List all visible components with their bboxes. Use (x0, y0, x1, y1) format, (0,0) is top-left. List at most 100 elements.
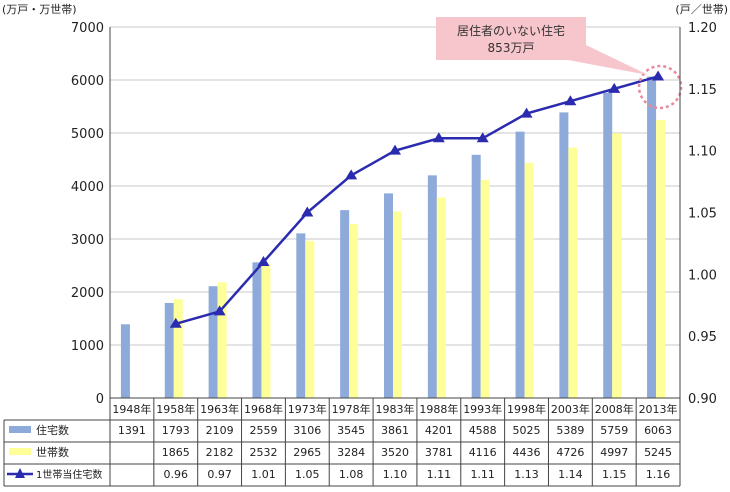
callout-text-line2: 853万戸 (488, 41, 535, 55)
left-axis-tick-label: 2000 (71, 286, 104, 301)
bar-housing (647, 76, 657, 398)
line-series (169, 70, 665, 328)
left-axis-tick-label: 0 (96, 392, 104, 407)
bar-housing (296, 233, 306, 398)
line-ratio-marker (345, 169, 358, 180)
data-label: 1793 (162, 424, 190, 437)
x-category-label: 2003年 (551, 402, 590, 416)
data-label: 4588 (469, 424, 497, 437)
right-axis-tick-label: 1.10 (688, 145, 717, 160)
legend-marker (15, 468, 25, 478)
data-label: 2559 (249, 424, 277, 437)
data-label: 1.05 (295, 468, 320, 481)
bar-households (261, 263, 271, 398)
data-label: 2532 (249, 446, 277, 459)
legend-label: 世帯数 (36, 446, 69, 459)
callout: 居住者のいない住宅 853万戸 (436, 17, 683, 110)
x-category-label: 1998年 (507, 402, 546, 416)
left-axis-tick-label: 4000 (71, 180, 104, 195)
x-category-label: 1978年 (332, 402, 371, 416)
callout-box (436, 17, 649, 75)
line-ratio (175, 75, 659, 326)
bar-housing (603, 92, 613, 398)
bar-households (393, 211, 402, 398)
left-axis-tick-label: 7000 (71, 21, 104, 36)
data-label: 1391 (118, 424, 146, 437)
data-label: 6063 (644, 424, 672, 437)
data-label: 1.10 (383, 468, 408, 481)
bar-households (349, 223, 359, 398)
data-label: 0.97 (207, 468, 232, 481)
data-label: 1.11 (470, 468, 495, 481)
bar-housing (252, 262, 262, 398)
bar-housing (515, 131, 525, 399)
x-category-label: 1963年 (200, 402, 239, 416)
line-ratio-marker (520, 107, 533, 118)
data-label: 3861 (381, 424, 409, 437)
right-axis-unit-label: (戸／世帯) (675, 3, 728, 16)
bar-housing (208, 286, 218, 398)
x-category-label: 1993年 (463, 402, 502, 416)
line-ratio-marker (652, 70, 665, 81)
data-label: 5025 (513, 424, 541, 437)
data-label: 3520 (381, 446, 409, 459)
bar-housing (164, 302, 174, 398)
data-label: 4116 (469, 446, 497, 459)
legend-label: 1世帯当住宅数 (36, 468, 102, 481)
data-label: 3284 (337, 446, 365, 459)
data-label: 5245 (644, 446, 672, 459)
bar-households (612, 133, 622, 398)
data-label: 4201 (425, 424, 453, 437)
data-label: 4436 (513, 446, 541, 459)
line-ratio-marker (301, 206, 314, 217)
data-label: 1.15 (602, 468, 627, 481)
line-ratio-marker (389, 144, 401, 155)
bar-housing (384, 193, 393, 398)
data-label: 0.96 (164, 468, 189, 481)
right-axis-tick-label: 1.00 (688, 268, 717, 283)
data-table: 1948年 1958年 1963年 1968年 1973年 1978年 1983年 1988年… (3, 398, 681, 487)
bar-households (436, 197, 446, 398)
data-label: 5389 (556, 424, 584, 437)
bar-households (524, 162, 534, 398)
right-axis-tick-label: 1.05 (688, 207, 717, 222)
bar-housing (340, 210, 350, 398)
data-label: 1.16 (646, 468, 671, 481)
data-label: 1.01 (251, 468, 276, 481)
x-category-label: 1948年 (112, 402, 151, 416)
line-ratio-marker (257, 255, 270, 266)
x-category-label: 1983年 (376, 402, 415, 416)
right-axis-tick-label: 0.90 (688, 392, 717, 407)
bar-households (656, 120, 666, 398)
data-label: 1.13 (514, 468, 539, 481)
x-category-label: 2013年 (639, 402, 678, 416)
left-axis-unit-label: (万戸・万世帯) (2, 3, 77, 16)
data-label: 4997 (600, 446, 628, 459)
data-label: 1.11 (427, 468, 452, 481)
left-axis-tick-label: 1000 (71, 339, 104, 354)
right-axis-tick-label: 0.95 (688, 330, 717, 345)
axes: (万戸・万世帯) (戸／世帯) 0 1000 2000 3000 4000 5000 600… (2, 3, 728, 407)
data-label: 1865 (162, 446, 190, 459)
bars (120, 76, 666, 399)
data-label: 3545 (337, 424, 365, 437)
callout-text-line1: 居住者のいない住宅 (457, 23, 565, 38)
x-category-label: 1968年 (244, 402, 283, 416)
left-axis-tick-label: 3000 (71, 233, 104, 248)
x-category-label: 1958年 (156, 402, 195, 416)
line-ratio-marker (169, 317, 182, 328)
data-label: 5759 (600, 424, 628, 437)
legend-label: 住宅数 (36, 423, 69, 437)
bar-households (480, 179, 490, 398)
bar-households (217, 282, 227, 398)
bar-housing (559, 112, 569, 399)
data-label: 2109 (206, 424, 234, 437)
legend-swatch (9, 448, 31, 455)
data-label: 3781 (425, 446, 453, 459)
data-label: 4726 (556, 446, 584, 459)
left-axis-tick-label: 6000 (71, 74, 104, 89)
bar-households (173, 299, 183, 398)
data-label: 2965 (293, 446, 321, 459)
left-axis-tick-label: 5000 (71, 127, 104, 142)
